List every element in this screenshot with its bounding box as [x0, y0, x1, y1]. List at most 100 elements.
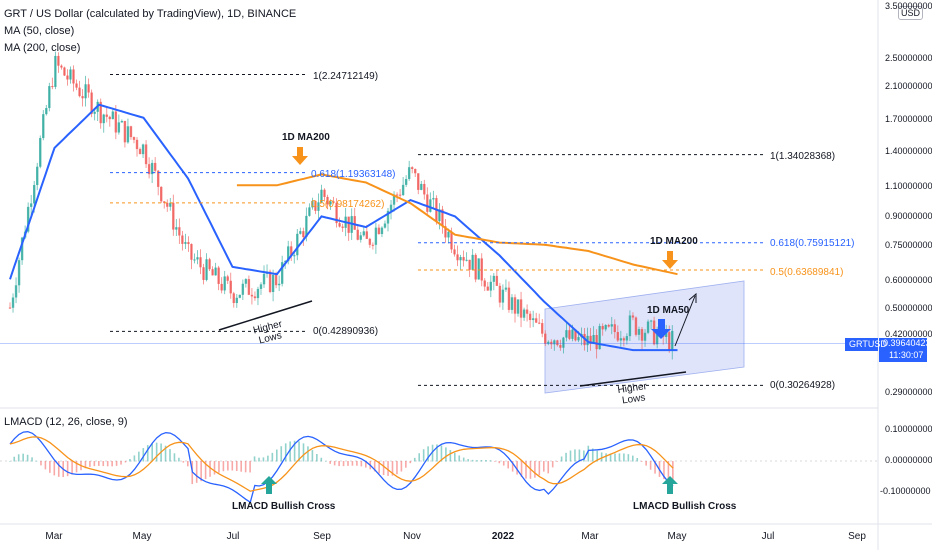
- candle-body: [438, 209, 441, 222]
- time-tick: Jul: [761, 531, 775, 542]
- candle-body: [519, 299, 523, 318]
- symbol-tag: GRTUSD: [849, 339, 887, 349]
- candle-body: [495, 275, 499, 286]
- ma50-legend[interactable]: MA (50, close): [4, 25, 75, 37]
- macd-histogram-bar: [440, 445, 443, 462]
- time-tick: Sep: [848, 531, 866, 542]
- macd-histogram-bar: [405, 461, 407, 468]
- candle-body: [39, 138, 42, 167]
- candle-body: [150, 162, 154, 175]
- macd-histogram-bar: [551, 461, 554, 468]
- candle-body: [199, 257, 202, 268]
- macd-histogram-bar: [102, 461, 105, 467]
- candle-body: [57, 55, 60, 66]
- ma50-line: [9, 103, 678, 352]
- candle-body: [510, 297, 514, 310]
- macd-histogram-bar: [35, 460, 38, 462]
- candle-body: [465, 259, 468, 261]
- candle-body: [501, 289, 505, 303]
- fib-label: 0(0.30264928): [770, 380, 836, 391]
- candle-body: [447, 231, 450, 238]
- candle-body: [280, 262, 284, 284]
- candle-body: [250, 294, 254, 297]
- candle-body: [625, 336, 629, 341]
- ma200-line: [236, 173, 678, 276]
- macd-histogram-bar: [578, 449, 581, 462]
- macd-histogram-bar: [520, 461, 523, 478]
- candle-body: [631, 315, 635, 318]
- candle-body: [380, 227, 384, 235]
- candle-body: [253, 296, 257, 299]
- candle-body: [163, 201, 166, 203]
- candle-body: [577, 337, 580, 341]
- candle-body: [550, 341, 553, 345]
- candle-body: [404, 179, 408, 185]
- candle-body: [81, 96, 84, 99]
- macd-histogram-bar: [382, 461, 385, 476]
- candle-body: [592, 335, 595, 344]
- macd-histogram-bar: [187, 461, 189, 467]
- candle-body: [132, 137, 136, 140]
- macd-histogram-bar: [138, 451, 140, 462]
- macd-histogram-bar: [227, 461, 229, 471]
- macd-histogram-bar: [84, 461, 87, 469]
- ma-lines-group: [9, 103, 678, 352]
- macd-histogram-bar: [329, 461, 331, 464]
- macd-histogram-bar: [182, 461, 185, 463]
- candle-body: [335, 202, 338, 224]
- macd-histogram-bar: [164, 445, 167, 462]
- macd-histogram-bar: [378, 461, 380, 474]
- macd-histogram-bar: [467, 459, 469, 462]
- candle-body: [32, 185, 36, 204]
- candle-body: [649, 320, 653, 322]
- candle-body: [392, 194, 396, 205]
- ma200-legend[interactable]: MA (200, close): [4, 42, 81, 54]
- candle-body: [655, 332, 659, 345]
- candle-body: [432, 198, 435, 200]
- candle-body: [226, 276, 229, 281]
- candle-body: [217, 267, 220, 284]
- candle-body: [462, 257, 465, 261]
- candle-body: [75, 83, 78, 88]
- last-price-tag-bg: [879, 338, 927, 362]
- candle-body: [368, 238, 372, 245]
- candle-body: [668, 332, 671, 351]
- candle-body: [196, 257, 199, 260]
- candle-body: [169, 202, 172, 207]
- macd-histogram-bar: [356, 461, 358, 466]
- candle-body: [477, 258, 480, 280]
- macd-histogram-bar: [142, 448, 145, 462]
- candle-body: [429, 199, 432, 212]
- candle-body: [610, 324, 613, 327]
- fib-label: 1(2.24712149): [313, 71, 379, 82]
- macd-histogram-bar: [338, 461, 340, 467]
- macd-histogram-bar: [307, 446, 309, 462]
- price-tick: 0.90000000: [885, 211, 932, 221]
- lmacd-legend[interactable]: LMACD (12, 26, close, 9): [4, 416, 128, 428]
- higher-lows-trendline-left: [218, 300, 313, 331]
- candle-body: [441, 209, 444, 227]
- macd-histogram-bar: [400, 461, 403, 472]
- candle-body: [652, 320, 656, 345]
- candle-body: [486, 286, 489, 291]
- macd-histogram-bar: [396, 461, 398, 475]
- macd-histogram-bar: [525, 461, 527, 479]
- macd-histogram-bar: [169, 449, 171, 462]
- candle-body: [395, 194, 399, 196]
- candle-body: [426, 194, 429, 212]
- candle-body: [444, 226, 447, 238]
- macd-histogram-bar: [449, 450, 452, 462]
- candle-body: [516, 299, 520, 314]
- candle-body: [665, 332, 668, 337]
- macd-histogram-bar: [565, 452, 567, 462]
- currency-button[interactable]: USD: [898, 6, 924, 20]
- macd-histogram-bar: [618, 453, 621, 462]
- candle-body: [232, 293, 235, 304]
- macd-histogram-bar: [365, 461, 367, 468]
- candle-body: [262, 273, 266, 285]
- macd-histogram-bar: [560, 456, 563, 462]
- candle-body: [14, 285, 18, 298]
- candle-body: [120, 120, 124, 123]
- candle-body: [274, 275, 278, 286]
- macd-histogram-bar: [569, 450, 572, 462]
